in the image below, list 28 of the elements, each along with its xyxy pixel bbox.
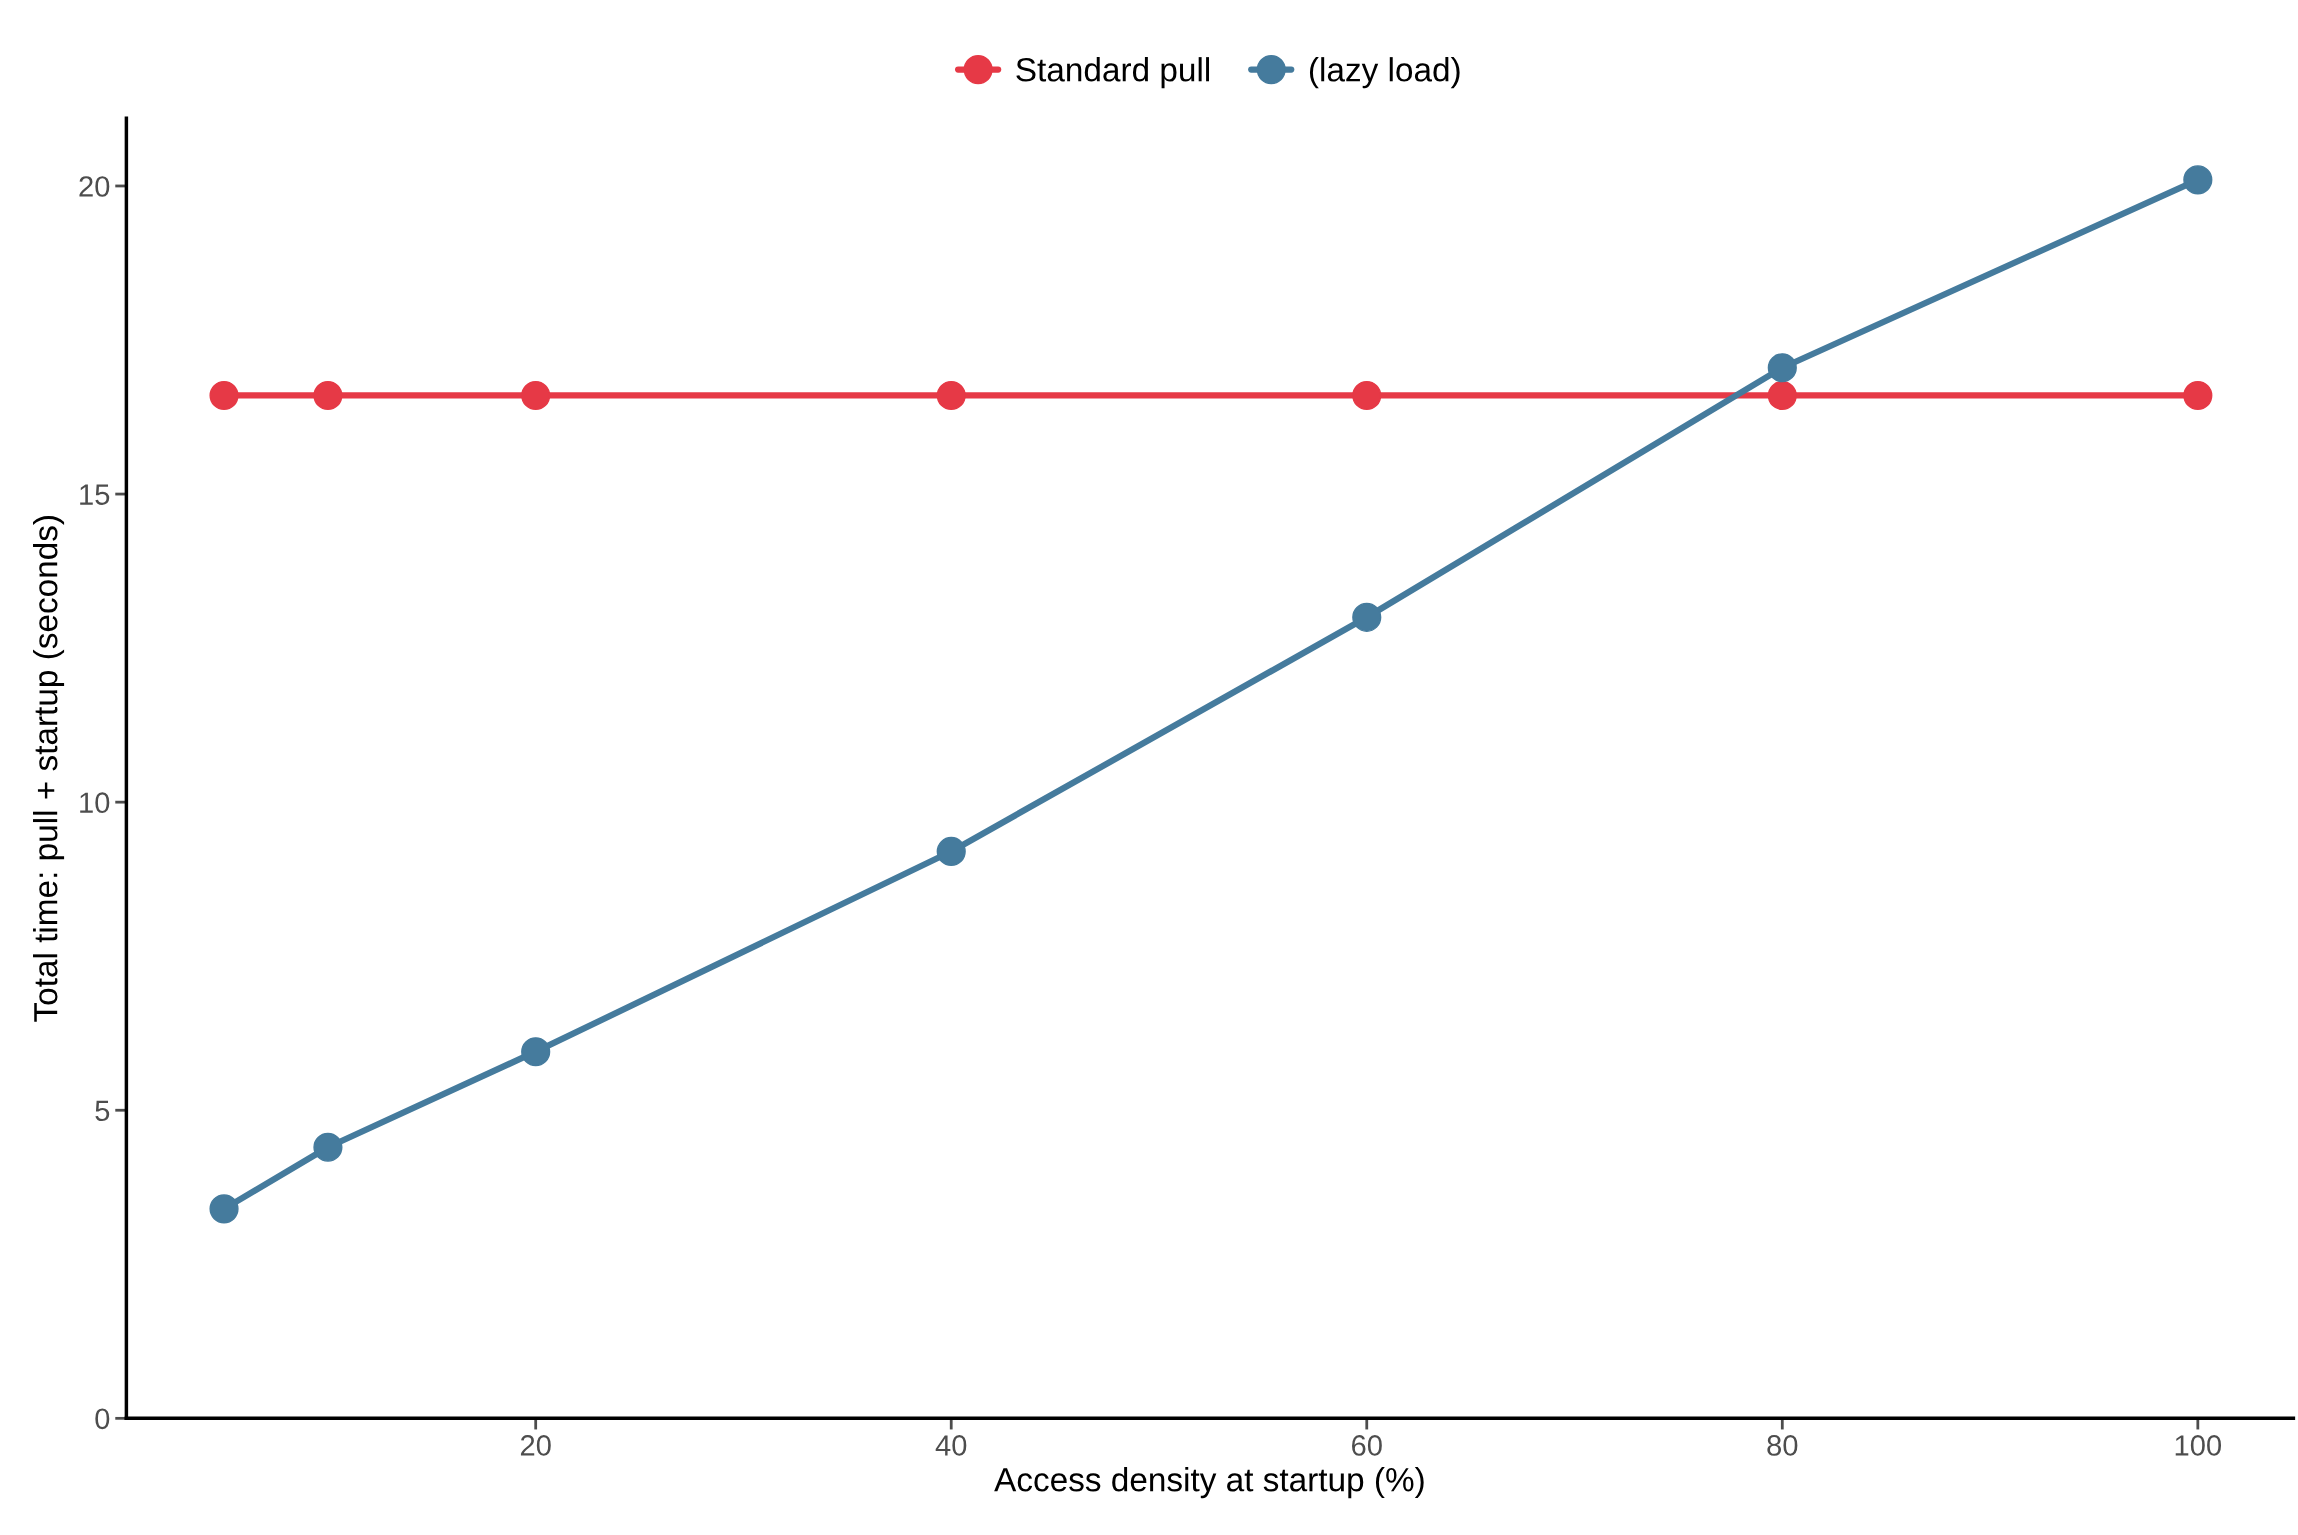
point (2183, 165, 2213, 195)
point (1352, 602, 1382, 632)
point (209, 380, 239, 411)
point (1767, 380, 1797, 411)
point (313, 380, 343, 411)
point (521, 380, 551, 411)
y-axis-title: Total time: pull + startup (seconds) (33, 516, 65, 1022)
x-axis-title: Access density at startup (%) (994, 1467, 1424, 1499)
x-tick-label: 80 (1767, 1435, 1798, 1456)
y-tick-label: 15 (80, 484, 110, 505)
legend-label: (lazy load) (1309, 57, 1460, 89)
point (1352, 380, 1382, 411)
point (209, 1194, 239, 1224)
x-tick-label: 60 (1352, 1435, 1382, 1456)
y-tick-label: 0 (95, 1408, 110, 1430)
x-tick-label: 100 (2175, 1435, 2222, 1456)
point (313, 1132, 343, 1162)
x-tick-label: 40 (935, 1435, 967, 1456)
y-tick-label: 5 (95, 1100, 110, 1122)
y-tick-label: 10 (80, 792, 110, 814)
point (936, 380, 966, 411)
point (936, 836, 966, 867)
point (1767, 353, 1797, 383)
legend-label: Standard pull (1016, 57, 1210, 89)
point (521, 1037, 551, 1067)
point (2183, 380, 2213, 411)
y-tick-label: 20 (79, 176, 110, 197)
x-tick-label: 20 (520, 1435, 551, 1456)
